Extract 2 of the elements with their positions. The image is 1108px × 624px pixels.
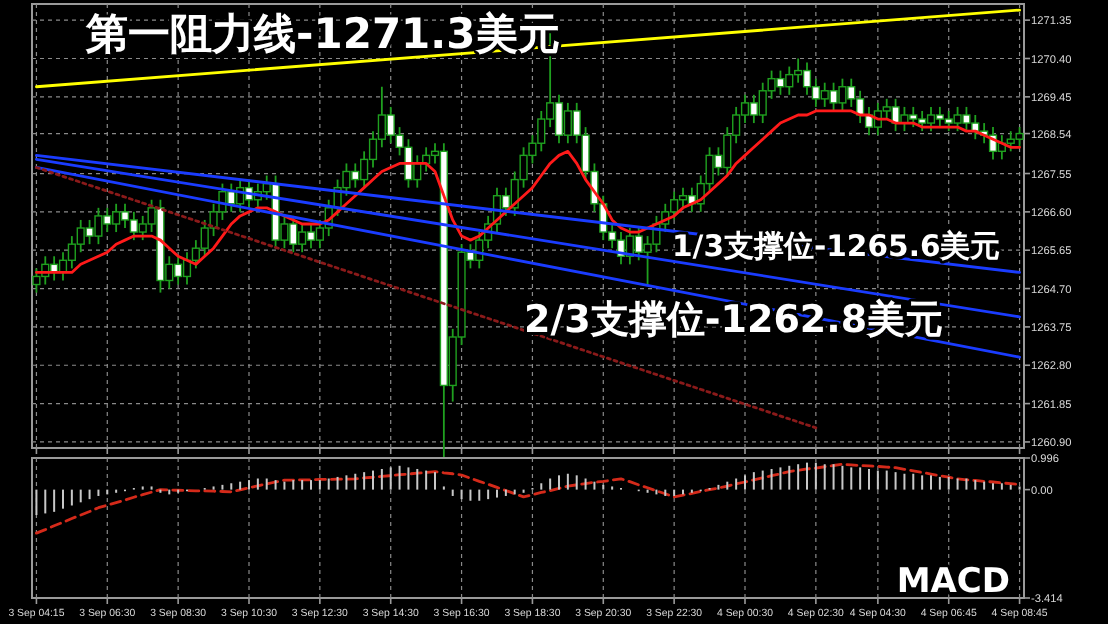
annotation: MACD: [896, 562, 1010, 602]
annotation: 2/3支撑位-1262.8美元: [524, 298, 944, 342]
